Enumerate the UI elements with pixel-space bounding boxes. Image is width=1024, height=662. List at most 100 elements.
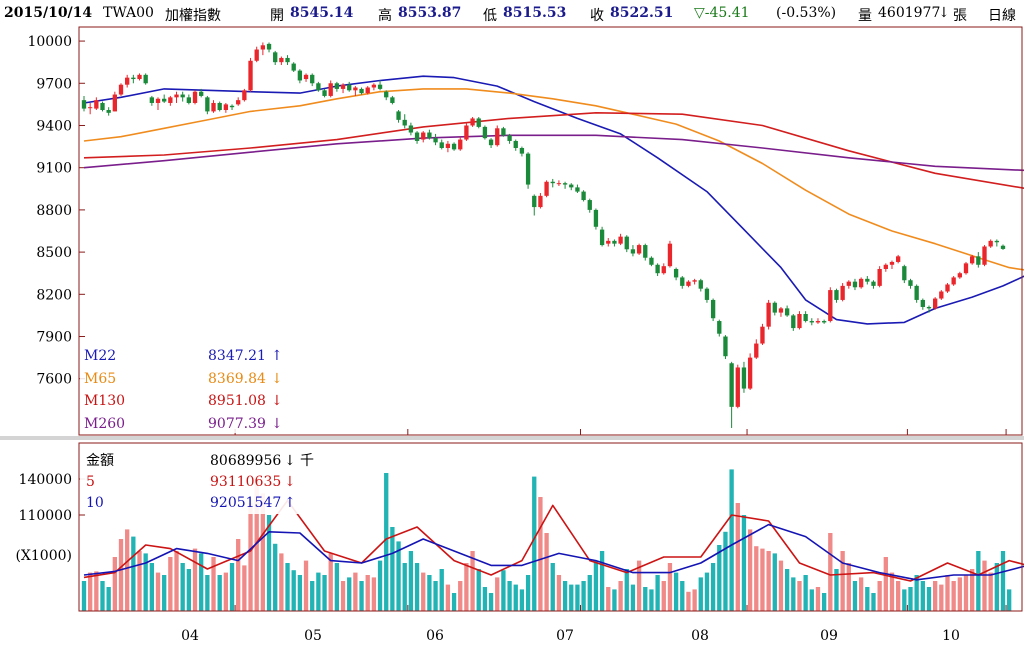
candle-body (581, 191, 586, 201)
price-pane[interactable]: 10000 9700 9400 9100 8800 8500 8200 7900 7600 (27, 26, 1024, 436)
candle-body (476, 118, 481, 127)
volume-bar (828, 533, 833, 611)
candle-body (821, 321, 827, 323)
candle-body (279, 57, 284, 63)
legend-m65-name: M65 (84, 371, 116, 387)
candle-body (100, 102, 105, 111)
volume-bar (858, 577, 864, 611)
legend-ma5-name: 5 (86, 474, 95, 490)
volume-bars (81, 469, 1012, 611)
candle-body (501, 128, 506, 136)
volume-bar (612, 589, 617, 611)
volume-bar (248, 503, 253, 611)
volume-bar (143, 553, 148, 611)
close-label: 收 (590, 8, 604, 24)
volume-bar (686, 591, 691, 611)
legend-m260-name: M260 (84, 416, 125, 432)
candle-body (112, 94, 117, 112)
volume-bar (926, 587, 932, 611)
candle-body (334, 83, 340, 89)
volume-bar (328, 553, 333, 611)
volume-bar (353, 572, 358, 611)
volume-bar (433, 581, 438, 611)
volume-bar (575, 584, 580, 611)
volume-bar (470, 551, 475, 611)
volume-bar (347, 577, 352, 611)
candle-body (754, 343, 759, 358)
volume-bar (199, 553, 204, 611)
candle-body (223, 104, 229, 111)
volume-bar (562, 581, 568, 611)
volume-bar (495, 577, 500, 611)
candle-body (809, 321, 814, 323)
low-value: 8515.53 (503, 5, 567, 21)
high-value: 8553.87 (398, 5, 462, 21)
volume-bar (889, 572, 895, 611)
volume-bar (421, 572, 426, 611)
candle-body (803, 314, 808, 322)
legend-ma5-arrow: ↓ (284, 474, 296, 490)
quote-date: 2015/10/14 (4, 5, 93, 21)
candle-body (254, 49, 259, 61)
volume-bar (791, 577, 796, 611)
candle-body (285, 57, 290, 63)
candle-body (865, 278, 870, 282)
candle-body (612, 240, 617, 244)
candle-body (266, 43, 272, 50)
volume-bar (766, 551, 771, 611)
legend-m65-arrow: ↓ (271, 371, 283, 387)
volume-bar (482, 587, 488, 611)
volume-bar (532, 476, 537, 611)
candle-body (828, 290, 833, 322)
candle-body (667, 243, 673, 267)
volume-bar (501, 570, 506, 611)
price-y-ticks: 10000 9700 9400 9100 8800 8500 8200 7900 7600 (27, 34, 85, 388)
volume-bar (525, 575, 531, 611)
candle-body (211, 102, 216, 112)
volume-bar (556, 575, 562, 611)
candle-body (593, 209, 599, 227)
volume-bar (680, 581, 685, 611)
candle-body (433, 138, 438, 143)
quote-symbol: TWA00 (103, 5, 154, 21)
legend-m130-arrow: ↓ (271, 393, 283, 409)
candle-body (137, 74, 142, 80)
candle-body (291, 63, 296, 71)
candle-body (895, 256, 901, 262)
candle-body (538, 195, 543, 208)
volume-bar (963, 575, 969, 611)
volume-pane[interactable]: 140000 110000 (X1000) (15, 442, 1024, 612)
candle-body (741, 367, 747, 389)
candle-body (569, 184, 574, 188)
price-y-tick-label: 9400 (36, 118, 72, 134)
volume-bar (865, 587, 870, 611)
volume-bar (217, 575, 222, 611)
candle-body (914, 285, 919, 300)
volume-bar (359, 581, 364, 611)
volume-bar (698, 577, 703, 611)
volume-arrow: ↓ (938, 5, 950, 21)
volume-bar (809, 589, 814, 611)
volume-bar (88, 572, 93, 611)
volume-bar (834, 569, 839, 611)
candle-body (482, 126, 488, 139)
volume-bar (310, 581, 315, 611)
volume-value: 4601977 (878, 5, 941, 21)
candle-body (624, 236, 629, 250)
candle-body (643, 245, 648, 258)
volume-bar (593, 560, 599, 611)
close-value: 8522.51 (610, 5, 674, 21)
change-value: ▽-45.41 (694, 5, 750, 21)
volume-bar (445, 584, 451, 611)
volume-bar (729, 469, 734, 611)
candle-body (414, 132, 420, 141)
candle-body (729, 363, 734, 407)
volume-bar (131, 536, 136, 611)
period-label: 日線 (988, 8, 1016, 24)
volume-bar (439, 569, 444, 611)
volume-bar (747, 529, 753, 611)
candle-body (88, 107, 93, 109)
candle-body (587, 200, 592, 210)
pane-divider (0, 436, 1024, 440)
